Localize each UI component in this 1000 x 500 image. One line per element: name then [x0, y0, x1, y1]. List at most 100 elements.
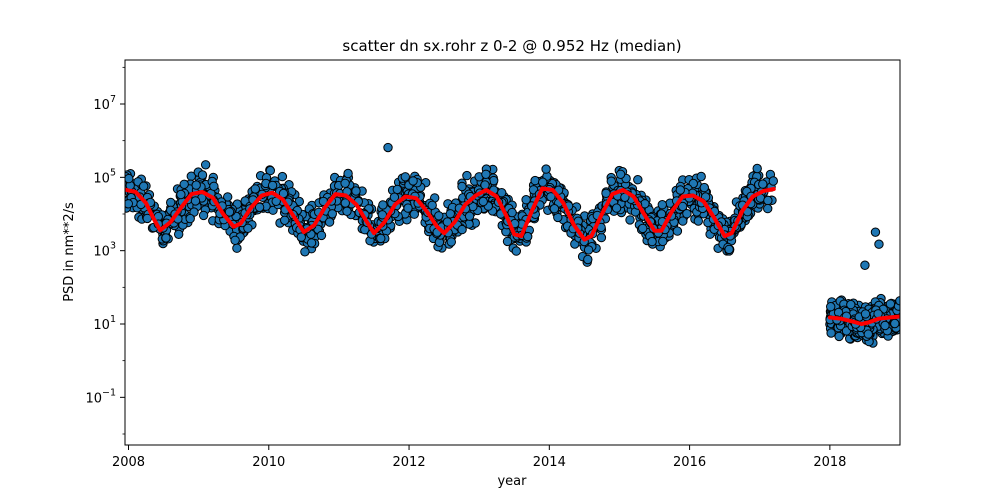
data-point	[682, 209, 692, 219]
y-tick-label: 101	[93, 314, 116, 333]
data-point	[327, 209, 337, 219]
data-point	[377, 210, 387, 220]
data-point	[885, 299, 896, 309]
data-point	[280, 215, 290, 226]
data-point	[392, 184, 402, 195]
data-point	[223, 192, 233, 202]
chart-title: scatter dn sx.rohr z 0-2 @ 0.952 Hz (med…	[342, 37, 681, 55]
x-tick-label: 2018	[813, 455, 846, 470]
data-point	[611, 203, 622, 213]
y-axis: 10−1 101 103 105 107	[85, 66, 125, 435]
x-axis-label: year	[497, 474, 527, 489]
data-point	[464, 211, 475, 221]
data-point	[342, 206, 352, 217]
data-point	[478, 196, 488, 207]
data-point	[583, 245, 594, 255]
data-point	[860, 309, 871, 319]
data-point	[267, 180, 278, 191]
data-point	[185, 213, 195, 224]
data-point	[678, 216, 688, 226]
data-point	[768, 176, 778, 186]
data-point	[763, 195, 773, 206]
data-point	[826, 302, 836, 312]
data-point	[549, 204, 560, 214]
data-point	[209, 181, 219, 192]
data-point	[502, 236, 513, 247]
data-point	[139, 181, 149, 191]
data-point	[125, 173, 134, 184]
median-line	[827, 314, 900, 326]
data-point	[190, 196, 201, 206]
data-point	[481, 169, 491, 180]
data-point	[446, 237, 456, 247]
data-point	[758, 179, 768, 189]
data-point	[351, 186, 361, 196]
data-point	[224, 207, 235, 217]
data-point	[834, 331, 844, 342]
x-axis: 2008 2010 2012 2014 2016 2018	[112, 445, 846, 470]
data-point	[462, 170, 472, 181]
data-point	[306, 238, 317, 248]
data-point	[197, 170, 208, 180]
data-point	[530, 175, 540, 186]
data-point	[191, 180, 201, 190]
data-point	[198, 210, 209, 221]
data-point	[403, 203, 413, 213]
data-point	[378, 200, 388, 210]
data-point	[521, 195, 531, 205]
y-tick-label: 105	[93, 167, 116, 186]
x-tick-label: 2012	[393, 455, 426, 470]
data-point	[174, 229, 184, 240]
data-point	[511, 246, 521, 256]
outlier-point	[870, 227, 881, 237]
data-point	[538, 177, 548, 187]
data-point	[696, 171, 706, 182]
data-point	[606, 176, 616, 186]
data-point	[489, 175, 499, 186]
axes-frame	[124, 59, 901, 446]
data-point	[724, 244, 734, 255]
data-point	[316, 230, 327, 241]
data-point	[523, 231, 533, 242]
data-point	[658, 236, 668, 247]
data-point	[408, 176, 418, 186]
data-point	[442, 217, 453, 227]
data-point	[633, 175, 643, 185]
median-lines	[125, 186, 900, 326]
data-point	[763, 203, 773, 214]
data-point	[638, 223, 648, 234]
data-point	[277, 171, 288, 182]
data-point	[445, 209, 455, 219]
data-point	[826, 328, 836, 338]
data-point	[480, 180, 490, 190]
data-point	[176, 189, 186, 200]
scatter-points	[125, 142, 900, 348]
data-point	[880, 320, 890, 331]
y-tick-label: 10−1	[85, 387, 116, 406]
data-point	[497, 188, 507, 198]
data-point	[647, 236, 657, 247]
data-point	[376, 233, 386, 244]
data-point	[693, 216, 703, 226]
outlier-point	[383, 142, 393, 153]
data-point	[457, 224, 467, 235]
data-point	[296, 232, 306, 242]
data-point	[507, 207, 517, 218]
data-point	[300, 247, 310, 257]
x-tick-label: 2010	[252, 455, 285, 470]
x-tick-label: 2016	[673, 455, 706, 470]
data-point	[863, 329, 873, 339]
outlier-point	[874, 239, 884, 249]
data-point	[324, 217, 335, 227]
data-point	[672, 226, 683, 236]
data-point	[625, 215, 635, 225]
data-point	[457, 181, 467, 192]
y-tick-label: 107	[93, 94, 116, 113]
data-point	[541, 164, 551, 174]
data-point	[166, 197, 176, 208]
data-point	[265, 165, 275, 176]
y-axis-label: PSD in nm**2/s	[62, 202, 77, 302]
